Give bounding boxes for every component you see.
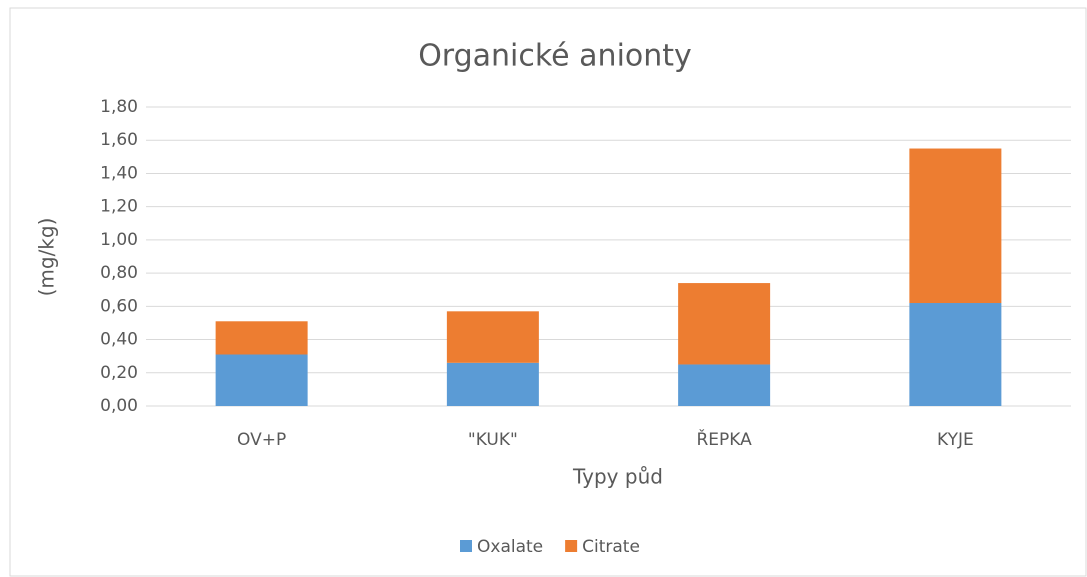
bar-segment (909, 148, 1002, 304)
legend-swatch (460, 540, 472, 552)
chart-border (9, 7, 1087, 577)
y-tick-label: 1,00 (100, 230, 138, 250)
x-axis-title: Typy půd (572, 465, 663, 489)
y-tick-label: 0,60 (100, 296, 138, 316)
x-tick-label: OV+P (237, 430, 286, 450)
bar-segment (215, 321, 308, 355)
y-tick-label: 0,00 (100, 396, 138, 416)
y-tick-label: 0,40 (100, 330, 138, 350)
x-tick-label: ŘEPKA (696, 428, 752, 450)
bar-segment (446, 311, 539, 363)
legend-label: Oxalate (477, 537, 543, 557)
y-tick-label: 1,20 (100, 197, 138, 217)
bar-segment (215, 354, 308, 406)
bar-segment (909, 303, 1002, 406)
chart-title: Organické anionty (418, 39, 692, 74)
bar-segment (678, 283, 771, 365)
y-tick-label: 0,20 (100, 363, 138, 383)
y-tick-label: 1,80 (100, 97, 138, 117)
legend-label: Citrate (582, 537, 640, 557)
x-tick-label: KYJE (937, 430, 974, 450)
y-tick-label: 1,40 (100, 163, 138, 183)
legend-swatch (565, 540, 578, 552)
bar-segment (446, 362, 539, 406)
bar-segment (678, 364, 771, 406)
y-tick-label: 1,60 (100, 130, 138, 150)
y-tick-label: 0,80 (100, 263, 138, 283)
x-tick-label: "KUK" (468, 430, 518, 450)
y-axis-title: (mg/kg) (35, 218, 59, 297)
